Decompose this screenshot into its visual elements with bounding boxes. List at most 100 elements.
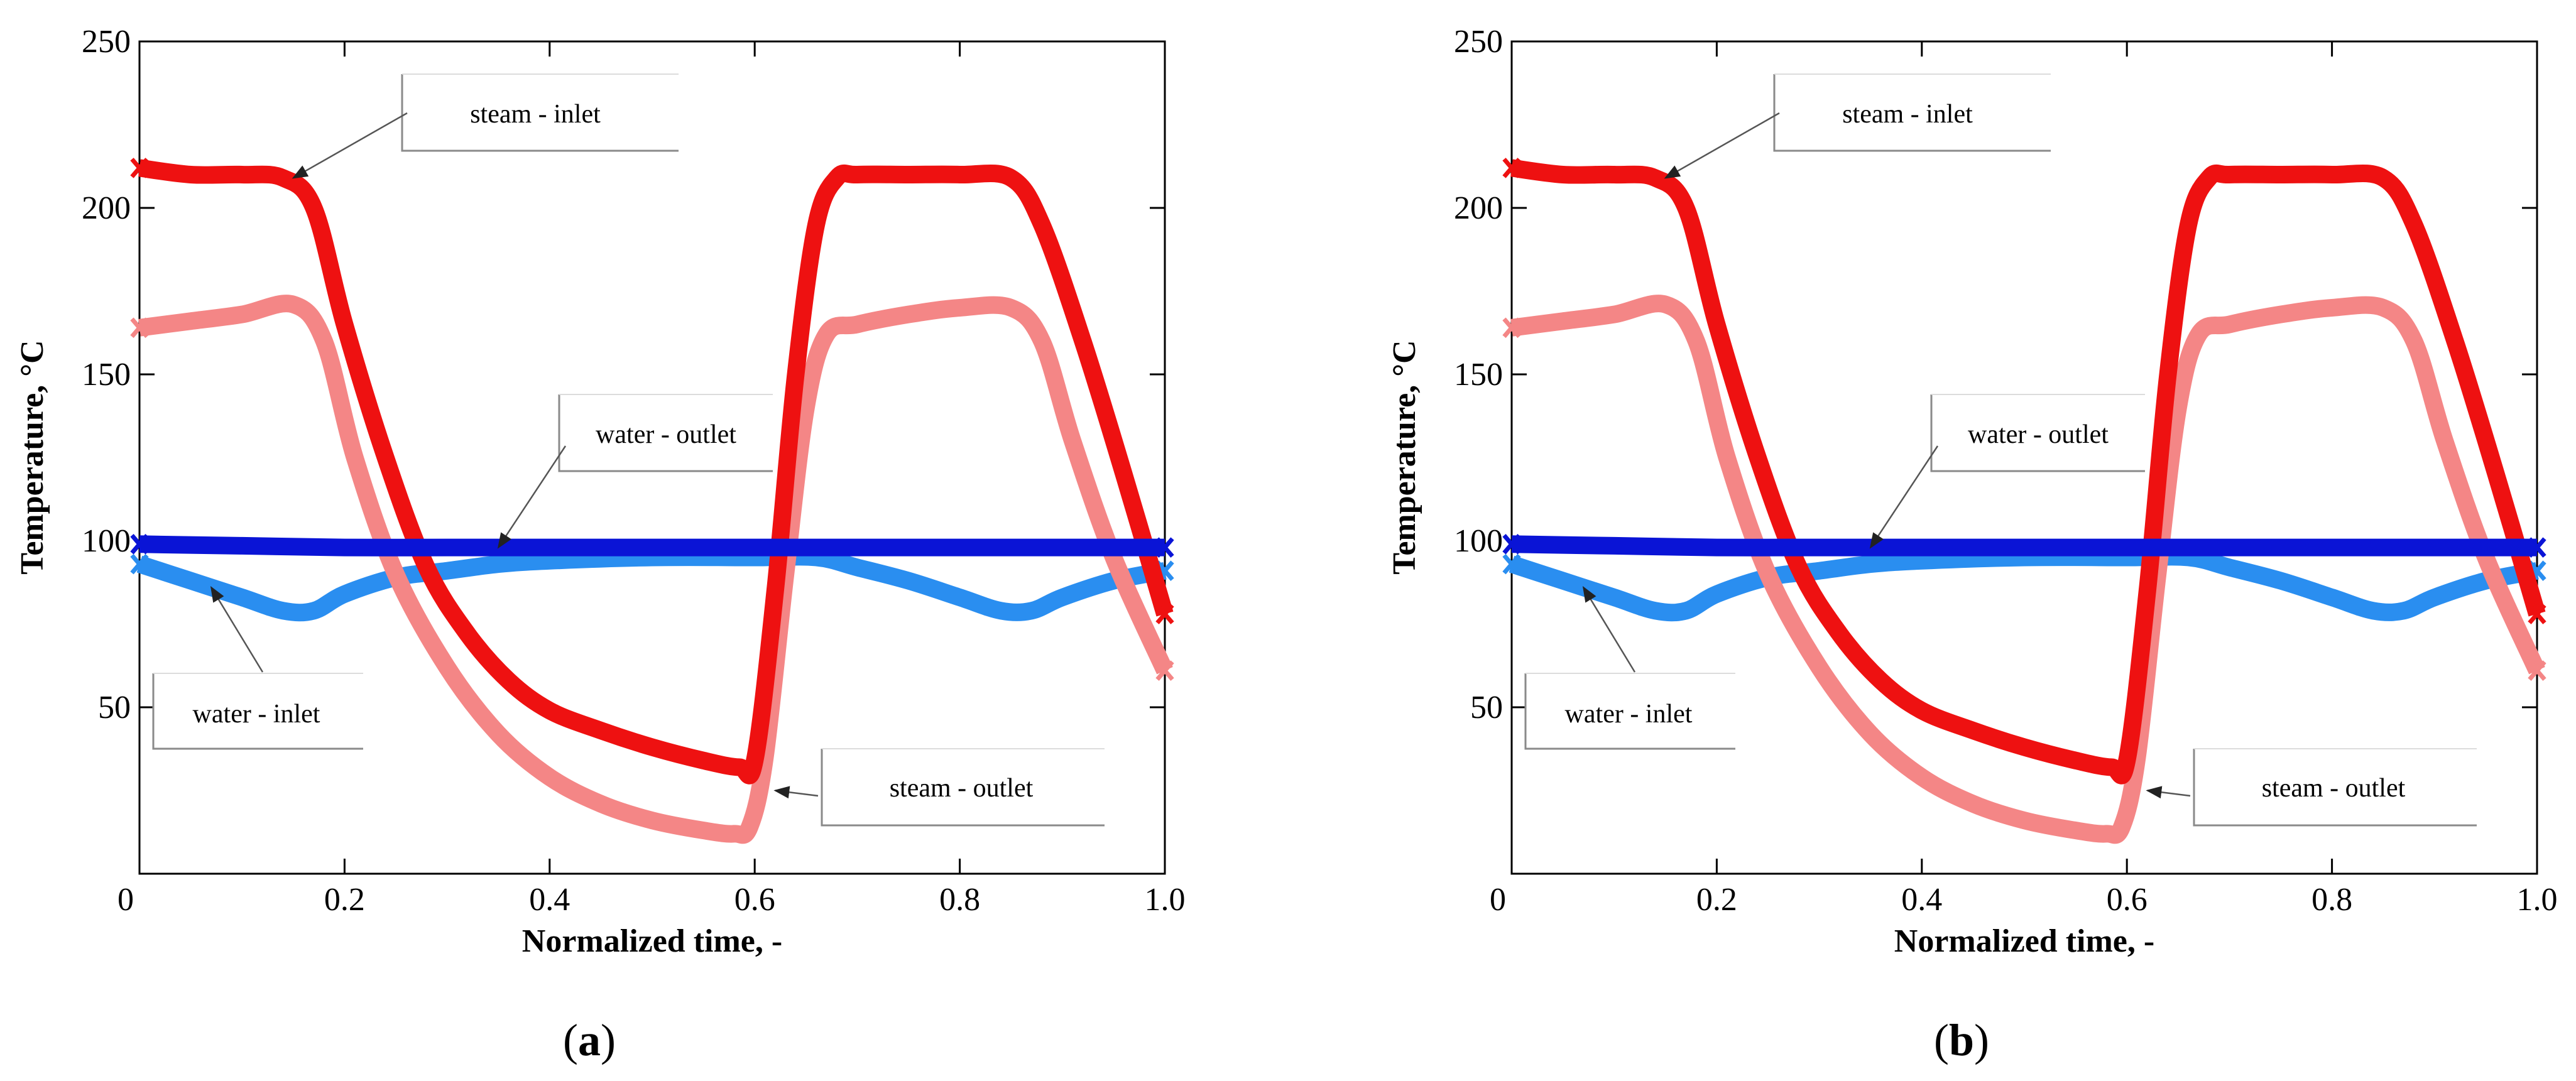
annotation-arrow — [497, 445, 567, 549]
annotation-arrow — [2146, 786, 2191, 799]
y-axis: 50 100 150 200 250 — [1454, 24, 2537, 725]
series-line-steam-outlet — [138, 295, 1173, 844]
annotation-water-outlet: water - outlet — [497, 394, 773, 549]
y-tick-label: 150 — [1454, 357, 1503, 393]
annotation-label: water - inlet — [193, 700, 320, 729]
annotation-steam-outlet: steam - outlet — [2146, 748, 2477, 827]
annotation-arrow — [1664, 112, 1780, 179]
annotation-steam-inlet: steam - inlet — [1664, 73, 2051, 179]
annotation-steam-outlet: steam - outlet — [773, 748, 1105, 827]
annotation-water-inlet: water - inlet — [1524, 586, 1735, 750]
chart-panel-b: 50 100 150 200 250 0 0.2 0.4 0.6 0.8 1.0 steam - … — [1387, 24, 2558, 1065]
x-tick-label: 0 — [1490, 882, 1506, 918]
series-end-marker — [1502, 553, 1521, 575]
x-tick-label: 0 — [117, 882, 134, 918]
annotation-box-border — [1524, 673, 1735, 750]
x-tick-label: 0.8 — [2311, 882, 2352, 918]
annotation-box — [153, 673, 363, 749]
annotation-arrow — [1582, 586, 1636, 673]
annotation-layer: steam - inlet water - outlet water - inlet… — [152, 73, 1105, 827]
panel-label-letter: a — [578, 1015, 601, 1065]
series-line-water-outlet — [1511, 535, 2537, 557]
series-layer — [130, 158, 1174, 844]
series-end-marker — [130, 317, 149, 339]
y-tick-label: 250 — [82, 24, 131, 60]
panel-label: (a) — [563, 1015, 616, 1065]
y-tick-label: 100 — [1454, 523, 1503, 559]
annotation-steam-inlet: steam - inlet — [292, 73, 679, 179]
series-end-marker — [2528, 537, 2546, 558]
annotation-box — [822, 749, 1105, 825]
series-end-marker — [1155, 537, 1174, 558]
y-tick-label: 150 — [82, 357, 131, 393]
series-end-marker — [1502, 158, 1521, 178]
annotation-label: water - outlet — [596, 420, 736, 449]
x-tick-label: 0.4 — [529, 882, 570, 918]
annotation-box-border — [821, 749, 1105, 827]
x-tick-label: 0.2 — [1696, 882, 1737, 918]
annotation-box-border — [1773, 74, 2051, 152]
y-axis-label: Temperature, °C — [1387, 340, 1422, 574]
annotation-label: water - inlet — [1565, 700, 1693, 729]
annotation-water-outlet: water - outlet — [1869, 394, 2145, 549]
series-end-marker — [2528, 604, 2546, 624]
series-end-marker — [1502, 317, 1521, 339]
series-end-marker — [130, 534, 149, 555]
panel-label: (b) — [1934, 1015, 1989, 1065]
annotation-box — [1774, 74, 2051, 151]
series-line-water-inlet — [1509, 548, 2539, 622]
annotation-arrow — [210, 586, 264, 673]
annotation-box — [402, 74, 679, 151]
y-tick-label: 50 — [1470, 690, 1503, 725]
series-end-marker — [1155, 604, 1174, 624]
y-axis: 50 100 150 200 250 — [82, 24, 1165, 725]
annotation-layer: steam - inlet water - outlet water - inlet… — [1524, 73, 2477, 827]
x-axis: 0 0.2 0.4 0.6 0.8 1.0 — [1490, 41, 2558, 918]
annotation-box — [1931, 394, 2145, 471]
annotation-label: steam - outlet — [890, 774, 1034, 803]
annotation-box — [559, 394, 773, 471]
annotation-box-border — [401, 74, 679, 152]
x-axis: 0 0.2 0.4 0.6 0.8 1.0 — [117, 41, 1186, 918]
series-end-marker — [130, 158, 149, 178]
series-end-marker — [1155, 660, 1174, 681]
series-line-steam-inlet — [138, 159, 1174, 785]
series-end-marker — [1502, 534, 1521, 555]
annotation-label: steam - inlet — [1842, 100, 1973, 129]
annotation-box-border — [152, 673, 363, 750]
y-tick-label: 200 — [82, 190, 131, 226]
x-tick-label: 0.2 — [324, 882, 365, 918]
annotation-box-border — [2193, 749, 2477, 827]
x-axis-label: Normalized time, - — [1894, 923, 2154, 959]
annotation-box-border — [558, 394, 773, 472]
annotation-arrow — [1869, 445, 1939, 549]
annotation-box — [1525, 673, 1735, 749]
y-axis-label: Temperature, °C — [14, 340, 50, 574]
series-end-marker — [2528, 660, 2546, 681]
annotation-box — [2194, 749, 2477, 825]
series-line-steam-inlet — [1510, 159, 2546, 785]
x-axis-label: Normalized time, - — [522, 923, 782, 959]
annotation-label: water - outlet — [1968, 420, 2109, 449]
x-tick-label: 1.0 — [2517, 882, 2558, 918]
series-line-water-outlet — [139, 535, 1165, 557]
annotation-label: steam - inlet — [470, 100, 601, 129]
annotation-box-border — [1930, 394, 2145, 472]
y-tick-label: 100 — [82, 523, 131, 559]
annotation-arrow — [292, 112, 408, 179]
y-tick-label: 50 — [98, 690, 131, 725]
annotation-label: steam - outlet — [2262, 774, 2406, 803]
plot-area-frame — [138, 40, 1166, 875]
x-tick-label: 0.6 — [734, 882, 775, 918]
series-end-marker — [130, 553, 149, 575]
y-tick-label: 250 — [1454, 24, 1503, 60]
annotation-arrow — [773, 786, 819, 799]
y-tick-label: 200 — [1454, 190, 1503, 226]
x-tick-label: 0.6 — [2107, 882, 2148, 918]
x-tick-label: 0.8 — [939, 882, 980, 918]
series-line-water-inlet — [136, 548, 1167, 622]
series-layer — [1502, 158, 2546, 844]
x-tick-label: 0.4 — [1901, 882, 1942, 918]
annotation-water-inlet: water - inlet — [152, 586, 363, 750]
